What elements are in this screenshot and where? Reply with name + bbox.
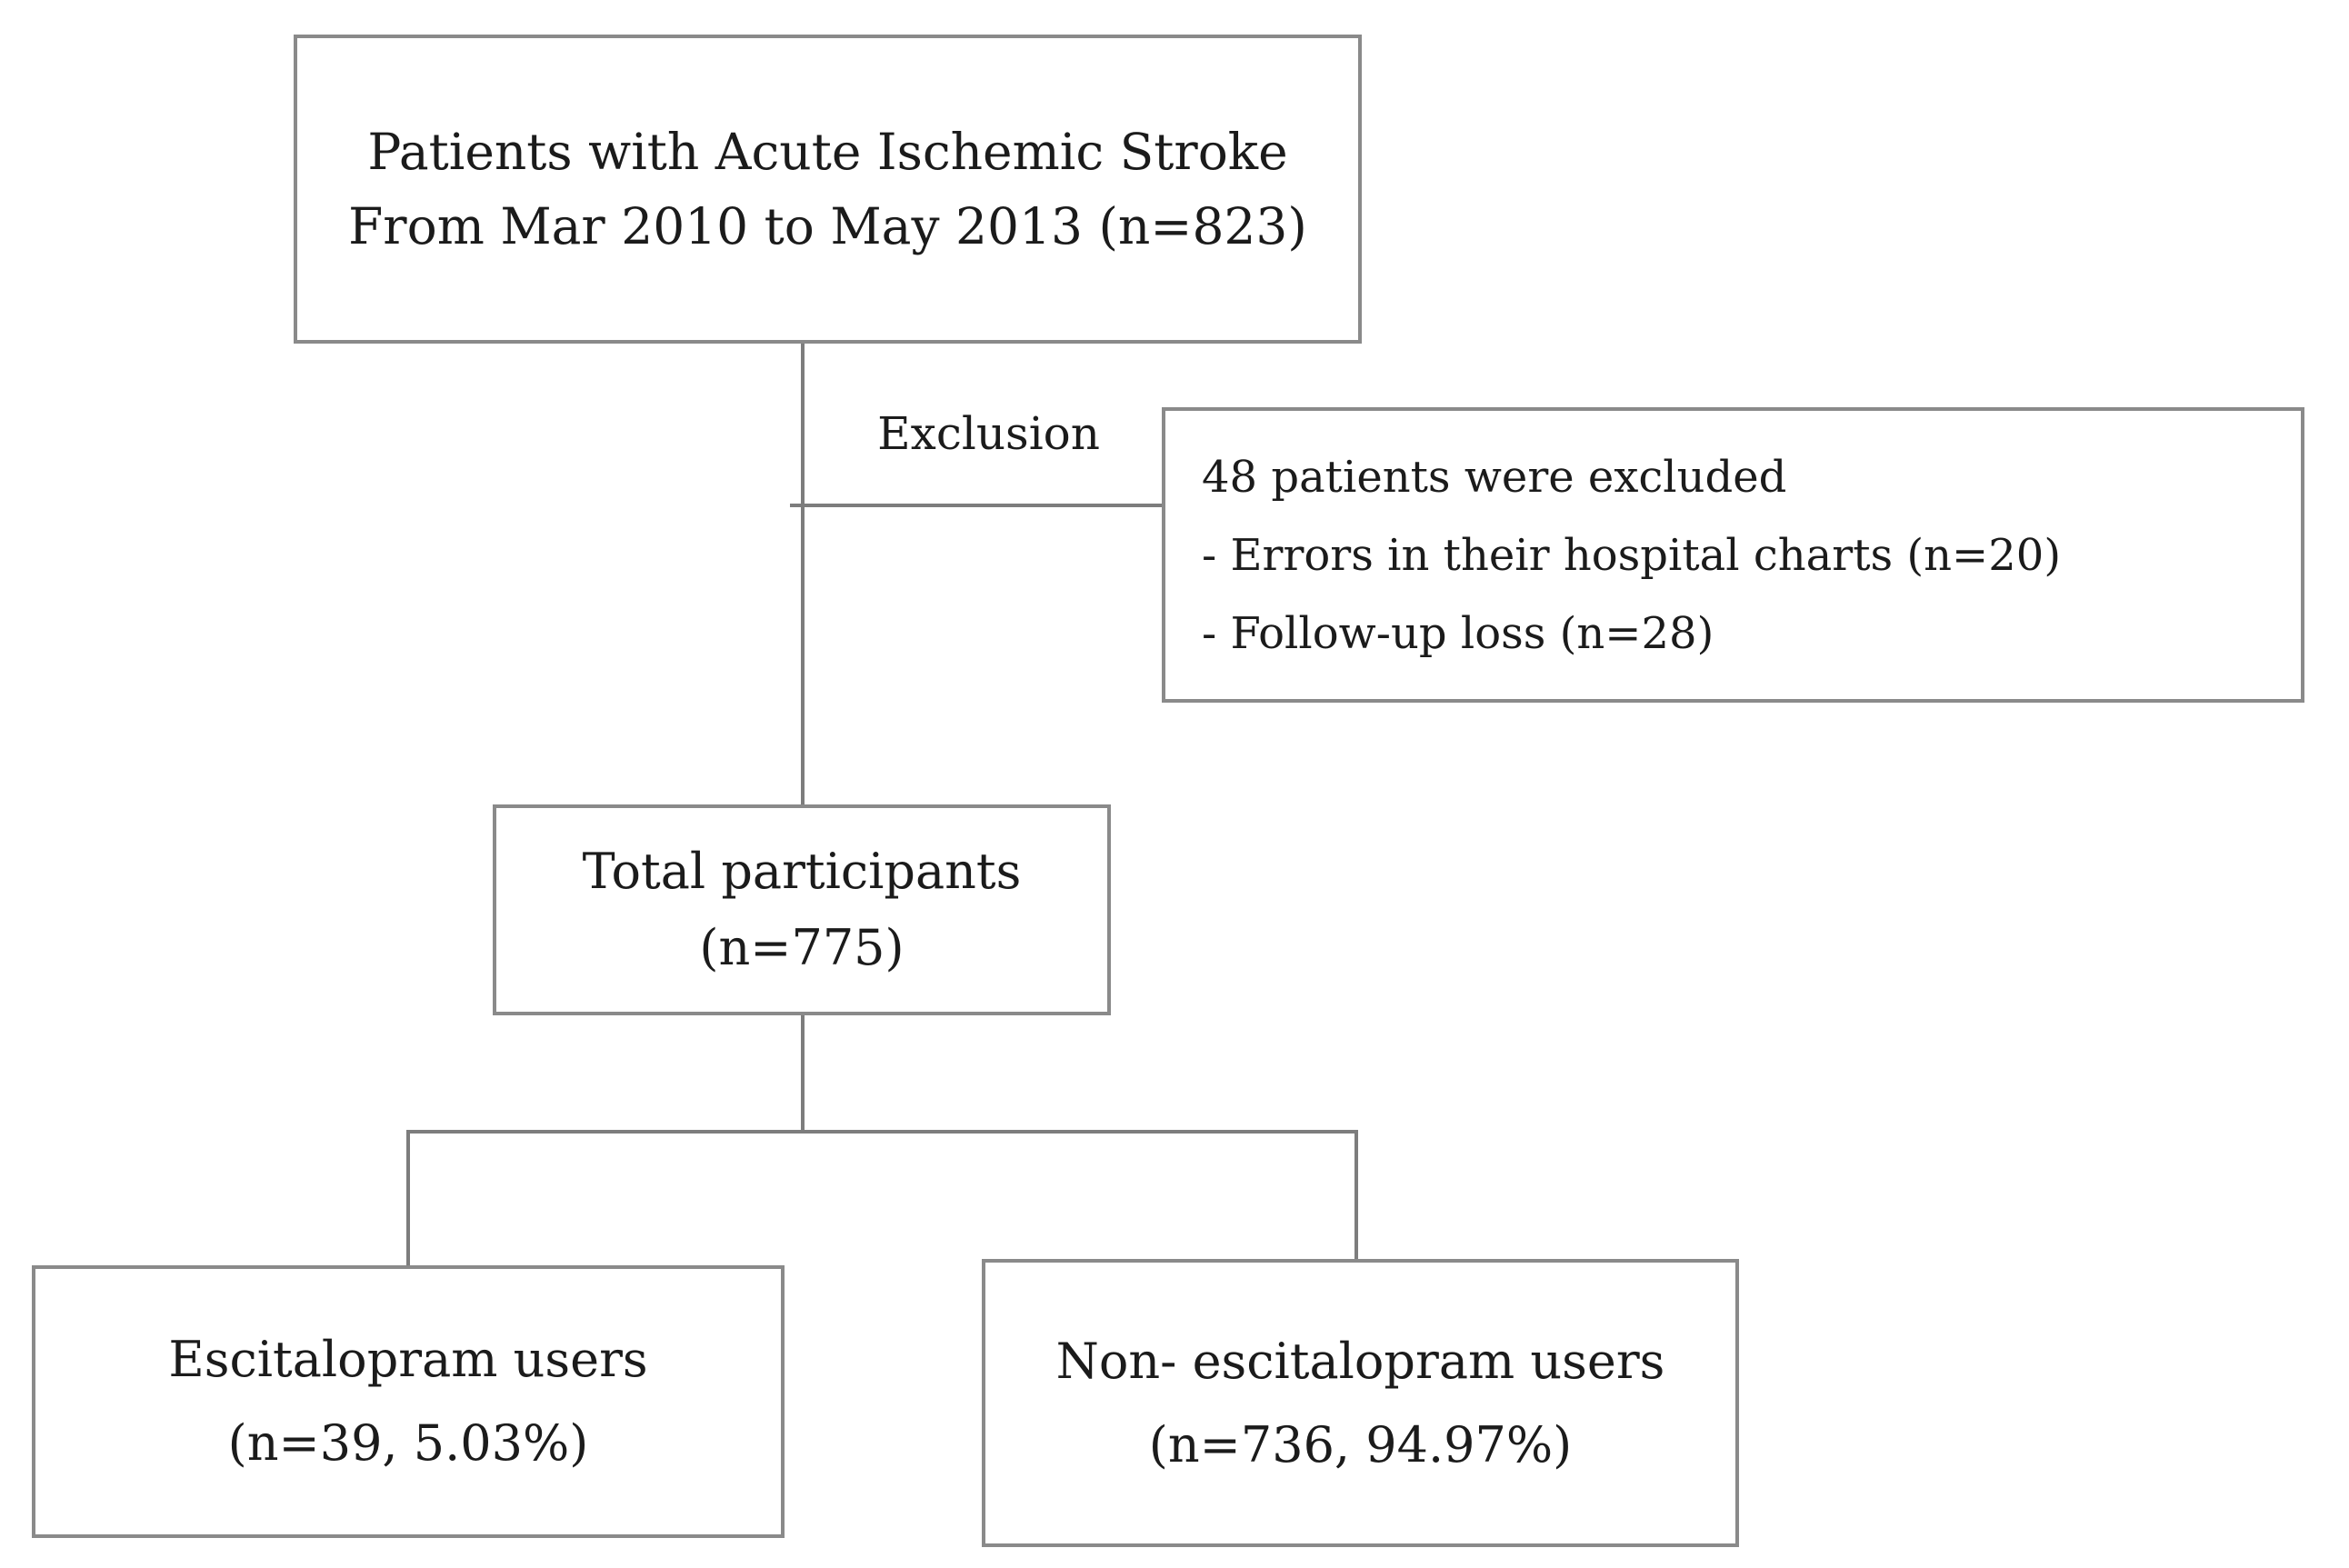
box-exclusion: 48 patients were excluded - Errors in th…	[1162, 407, 2304, 703]
box-non-escitalopram-users: Non- escitalopram users (n=736, 94.97%)	[982, 1259, 1739, 1547]
connector-split-horizontal	[406, 1130, 1358, 1134]
escitalopram-users-line1: Escitalopram users	[168, 1331, 648, 1388]
connector-total-to-split	[801, 1015, 805, 1134]
connector-source-to-total	[801, 344, 805, 804]
non-escitalopram-users-line1: Non- escitalopram users	[1055, 1332, 1665, 1390]
connector-to-escitalopram	[406, 1130, 410, 1267]
box-total-participants: Total participants (n=775)	[493, 804, 1111, 1015]
connector-to-non-escitalopram	[1354, 1130, 1358, 1261]
box-source-population: Patients with Acute Ischemic Stroke From…	[294, 35, 1362, 344]
source-population-line1: Patients with Acute Ischemic Stroke	[367, 123, 1288, 181]
box-escitalopram-users: Escitalopram users (n=39, 5.03%)	[32, 1265, 785, 1538]
exclusion-item-chart-errors: - Errors in their hospital charts (n=20)	[1202, 529, 2062, 581]
total-participants-line1: Total participants	[582, 843, 1022, 900]
exclusion-item-followup-loss: - Follow-up loss (n=28)	[1202, 607, 1714, 659]
total-participants-line2: (n=775)	[699, 919, 905, 976]
exclusion-branch-label: Exclusion	[877, 407, 1100, 460]
connector-exclusion-branch	[790, 504, 1162, 507]
escitalopram-users-line2: (n=39, 5.03%)	[227, 1414, 589, 1472]
source-population-line2: From Mar 2010 to May 2013 (n=823)	[348, 197, 1307, 255]
non-escitalopram-users-line2: (n=736, 94.97%)	[1148, 1415, 1573, 1473]
exclusion-title: 48 patients were excluded	[1202, 451, 1787, 503]
